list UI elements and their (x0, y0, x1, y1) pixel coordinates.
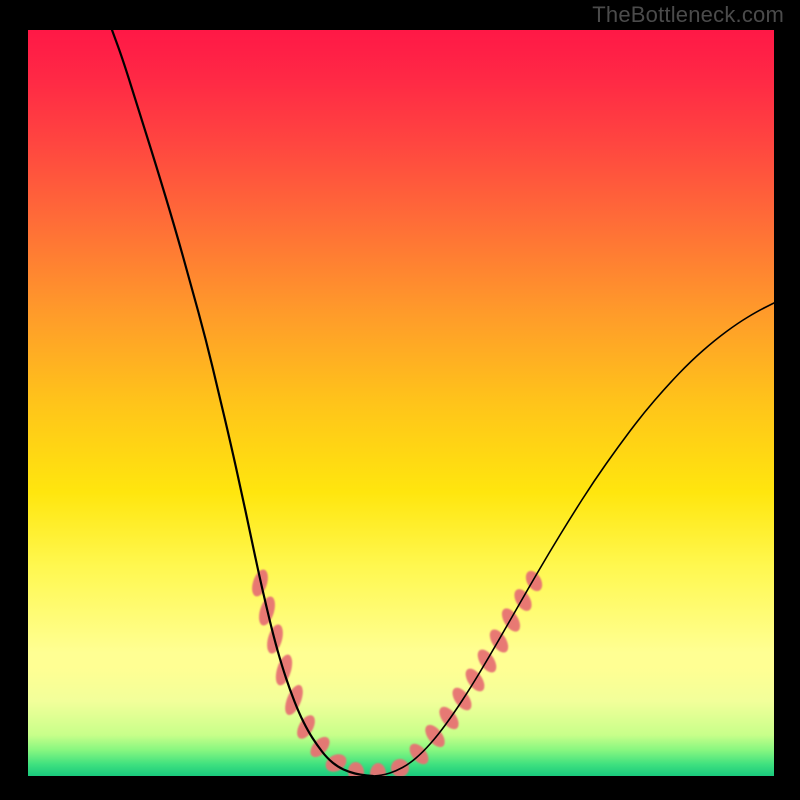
curve-left-branch (112, 30, 373, 776)
watermark-text: TheBottleneck.com (592, 2, 784, 28)
bottleneck-curve (28, 30, 774, 776)
plot-area (28, 30, 774, 776)
curve-bead (522, 568, 545, 594)
curve-beads (249, 568, 546, 776)
stage: TheBottleneck.com (0, 0, 800, 800)
curve-right-branch (373, 303, 774, 776)
curve-bead (323, 751, 350, 775)
curve-bead (511, 586, 535, 614)
curve-bead (436, 703, 463, 732)
curve-bead (449, 684, 476, 713)
